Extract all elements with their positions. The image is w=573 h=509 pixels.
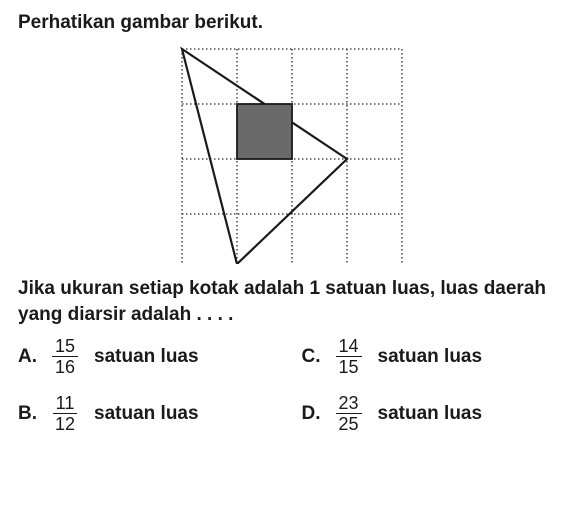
option-a-numerator: 15 <box>52 337 78 357</box>
option-c: C. 14 15 satuan luas <box>302 337 556 376</box>
option-c-denominator: 15 <box>336 357 362 376</box>
option-a-letter: A. <box>18 346 42 368</box>
option-b: B. 11 12 satuan luas <box>18 394 272 433</box>
option-c-numerator: 14 <box>336 337 362 357</box>
option-b-numerator: 11 <box>53 394 78 414</box>
option-d-unit: satuan luas <box>378 403 483 425</box>
option-b-denominator: 12 <box>52 414 78 433</box>
shaded-square <box>237 104 292 159</box>
option-c-fraction: 14 15 <box>336 337 362 376</box>
question-text: Jika ukuran setiap kotak adalah 1 satuan… <box>18 276 555 327</box>
option-b-unit: satuan luas <box>94 403 199 425</box>
option-a-denominator: 16 <box>52 357 78 376</box>
prompt-text: Perhatikan gambar berikut. <box>18 12 555 34</box>
option-d-numerator: 23 <box>336 394 362 414</box>
option-c-unit: satuan luas <box>378 346 483 368</box>
option-a: A. 15 16 satuan luas <box>18 337 272 376</box>
option-d-fraction: 23 25 <box>336 394 362 433</box>
options-grid: A. 15 16 satuan luas C. 14 15 satuan lua… <box>18 337 555 433</box>
option-d-letter: D. <box>302 403 326 425</box>
option-d-denominator: 25 <box>336 414 362 433</box>
option-a-fraction: 15 16 <box>52 337 78 376</box>
option-c-letter: C. <box>302 346 326 368</box>
option-b-fraction: 11 12 <box>52 394 78 433</box>
option-a-unit: satuan luas <box>94 346 199 368</box>
option-b-letter: B. <box>18 403 42 425</box>
figure-container <box>18 44 555 264</box>
option-d: D. 23 25 satuan luas <box>302 394 556 433</box>
figure-svg <box>167 44 407 264</box>
